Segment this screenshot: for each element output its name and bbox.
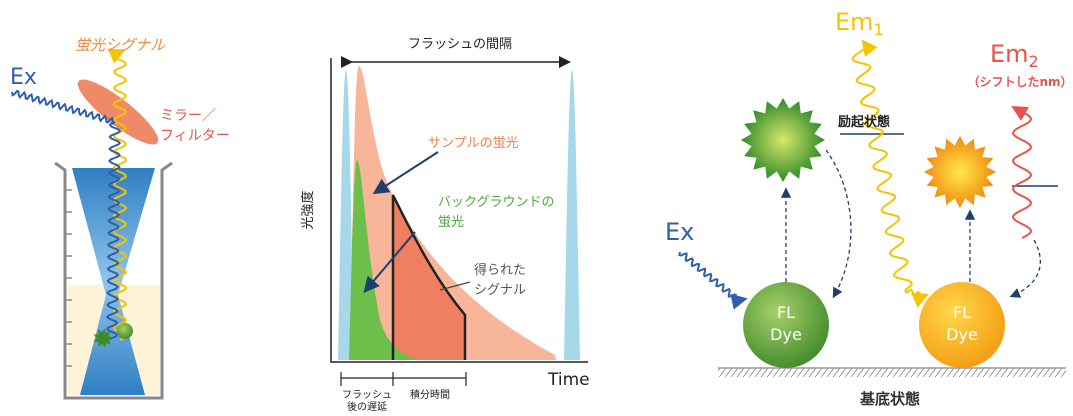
- pointer-line: [439, 281, 471, 291]
- axes: [330, 58, 588, 363]
- integration-label: 積分時間: [410, 388, 450, 401]
- ground-hatch: [718, 368, 1066, 377]
- excitation-wave: [11, 89, 115, 125]
- em2-wave: [1011, 106, 1033, 239]
- delay-label: 後の遅延: [347, 400, 387, 413]
- sample-label: サンプルの蛍光: [428, 136, 519, 151]
- flash-pulse: [338, 70, 354, 360]
- delay-label: フラッシュ: [342, 389, 392, 401]
- em1-sub: 1: [874, 20, 884, 39]
- time-brackets: [340, 372, 467, 386]
- beaker-panel: 蛍光シグナル Ex ミラー／ フィルター: [10, 36, 230, 400]
- em2-note: （シフトしたnm）: [967, 74, 1072, 89]
- excited-molecule: [741, 98, 825, 182]
- pointer-arrow: [372, 151, 439, 195]
- dye-label: Dye: [946, 325, 978, 344]
- dye-donor: [743, 282, 829, 368]
- dye-label: Dye: [770, 325, 802, 344]
- em2-label: Em2: [990, 40, 1039, 71]
- mirror: [77, 79, 159, 145]
- em1-wave: [851, 39, 913, 291]
- y-axis-label: 光強度: [300, 190, 316, 229]
- background-fluorescence: [349, 160, 420, 360]
- excitation-wave: [105, 121, 122, 341]
- decay-arrow: [1009, 239, 1041, 298]
- timing-chart: フラッシュの間隔 光強度 Time サンプルの蛍光 バックグラウンドの 蛍光 得…: [300, 37, 590, 413]
- signal-label: 蛍光シグナル: [75, 36, 166, 54]
- flash-pulse: [564, 70, 580, 360]
- ground-label: 基底状態: [859, 390, 920, 408]
- em2-sub: 2: [1029, 52, 1039, 71]
- transfer-wave: [904, 288, 929, 308]
- fluorophore: [93, 328, 113, 348]
- beam-cone: [72, 168, 155, 395]
- em2-text: Em: [990, 40, 1029, 68]
- emission-wave: [107, 48, 128, 341]
- background-label: 蛍光: [438, 215, 464, 230]
- decay-arrow: [825, 149, 852, 299]
- beaker-outline: [54, 161, 173, 400]
- ex-wave: [678, 251, 748, 310]
- ex-label: Ex: [665, 218, 694, 246]
- mirror-label: ミラー／: [160, 108, 216, 124]
- dye-label: FL: [953, 303, 971, 322]
- mirror-label: フィルター: [160, 128, 230, 144]
- interval-label: フラッシュの間隔: [408, 37, 512, 52]
- integration-window: [391, 194, 467, 360]
- excited-molecule: [924, 136, 996, 208]
- fluorophore: [117, 323, 133, 339]
- ex-label: Ex: [10, 65, 37, 90]
- beaker-ticks: [65, 189, 72, 367]
- em1-text: Em: [835, 8, 874, 36]
- pointer-arrow: [363, 231, 416, 294]
- signal-label: 得られた: [474, 262, 526, 278]
- signal-label: シグナル: [474, 283, 526, 298]
- x-axis-label: Time: [547, 370, 590, 390]
- background-label: バックグラウンドの: [438, 195, 554, 210]
- transitions: [780, 149, 1041, 299]
- energy-diagram: FL Dye FL Dye Em1 Em2 （シフトしたnm） 励起状態 Ex …: [665, 8, 1073, 408]
- dye-acceptor: [919, 282, 1005, 368]
- dye-label: FL: [777, 303, 795, 322]
- em1-label: Em1: [835, 8, 884, 39]
- excited-label: 励起状態: [838, 114, 890, 130]
